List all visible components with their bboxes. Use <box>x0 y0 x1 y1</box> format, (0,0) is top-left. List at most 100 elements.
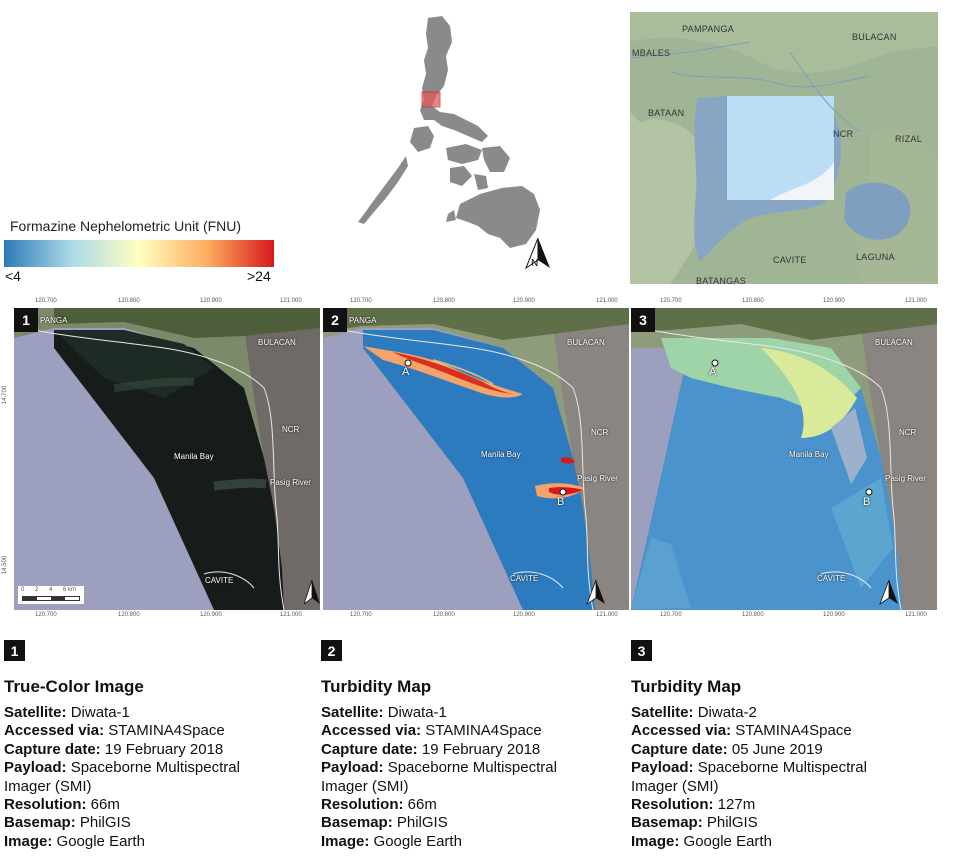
inset-label-bulacan: BULACAN <box>852 32 897 42</box>
caption-row: Basemap: PhilGIS <box>631 814 758 832</box>
caption-row: Image: Google Earth <box>4 832 145 850</box>
inset-label-rizal: RIZAL <box>895 134 923 144</box>
tick-bottom-2c: 120.900 <box>513 612 535 618</box>
caption-title: True-Color Image <box>4 677 144 696</box>
scale-label: 4 <box>49 587 53 593</box>
caption-details: Satellite: Diwata-2 Accessed via: STAMIN… <box>631 704 911 851</box>
map-label-bulacan: BULACAN <box>567 338 605 347</box>
caption-row: Resolution: 66m <box>4 796 120 814</box>
tick-bottom-3c: 120.900 <box>823 612 845 618</box>
caption-row: Payload: Spaceborne Multispectral Imager… <box>631 759 867 795</box>
inset-label-laguna: LAGUNA <box>856 252 895 262</box>
caption-row: Resolution: 66m <box>321 796 437 814</box>
tick-bottom-3d: 121.000 <box>905 612 927 618</box>
caption-badge: 2 <box>321 640 342 661</box>
tick-bottom-1a: 120.700 <box>35 612 57 618</box>
point-b-label: B <box>863 496 871 508</box>
map-label-ncr: NCR <box>282 425 300 434</box>
tick-top-2a: 120.700 <box>350 298 372 304</box>
map-label-ncr: NCR <box>591 428 609 437</box>
north-arrow-icon <box>524 237 550 270</box>
caption-row: Accessed via: STAMINA4Space <box>4 722 225 740</box>
caption-row: Resolution: 127m <box>631 796 756 814</box>
point-a-label: A <box>402 366 410 378</box>
caption-details: Satellite: Diwata-1 Accessed via: STAMIN… <box>4 704 284 851</box>
map-label-manila-bay: Manila Bay <box>789 450 829 459</box>
caption-row: Accessed via: STAMINA4Space <box>631 722 852 740</box>
caption-details: Satellite: Diwata-1 Accessed via: STAMIN… <box>321 704 601 851</box>
legend-color-bar <box>4 240 274 267</box>
caption-title: Turbidity Map <box>321 677 432 696</box>
tick-bottom-1d: 121.000 <box>280 612 302 618</box>
tick-top-1d: 121.000 <box>280 298 302 304</box>
inset-label-cavite: CAVITE <box>773 255 807 265</box>
tick-bottom-2a: 120.700 <box>350 612 372 618</box>
manila-bay-inset-map: PAMPANGA BULACAN MBALES BATAAN NCR RIZAL… <box>630 12 938 284</box>
caption-row: Capture date: 05 June 2019 <box>631 740 823 758</box>
north-arrow-icon <box>879 579 898 606</box>
tick-top-3a: 120.700 <box>660 298 682 304</box>
map-label-pasig-river: Pasig River <box>885 474 926 483</box>
map-label-pampanga: PANGA <box>349 316 377 325</box>
tick-top-2c: 120.900 <box>513 298 535 304</box>
caption-row: Satellite: Diwata-2 <box>631 704 757 721</box>
map-label-manila-bay: Manila Bay <box>481 450 521 459</box>
map-label-cavite: CAVITE <box>205 576 234 585</box>
map-label-cavite: CAVITE <box>510 574 539 583</box>
point-a-label: A <box>709 366 717 378</box>
panel-badge: 2 <box>323 308 347 332</box>
inset-label-zambales: MBALES <box>632 48 671 58</box>
scale-bar: 0 2 4 6 km <box>18 586 84 604</box>
point-b-label: B <box>557 496 565 508</box>
caption-3: 3 Turbidity Map Satellite: Diwata-2 Acce… <box>631 640 911 851</box>
map-label-ncr: NCR <box>899 428 917 437</box>
caption-badge: 1 <box>4 640 25 661</box>
caption-row: Payload: Spaceborne Multispectral Imager… <box>321 759 557 795</box>
inset-label-pampanga: PAMPANGA <box>682 24 735 34</box>
caption-row: Image: Google Earth <box>631 832 772 850</box>
tick-top-3b: 120.800 <box>742 298 764 304</box>
caption-row: Accessed via: STAMINA4Space <box>321 722 542 740</box>
caption-2: 2 Turbidity Map Satellite: Diwata-1 Acce… <box>321 640 601 851</box>
tick-top-1c: 120.900 <box>200 298 222 304</box>
tick-top-3c: 120.900 <box>823 298 845 304</box>
legend-title: Formazine Nephelometric Unit (FNU) <box>10 218 242 234</box>
map-label-cavite: CAVITE <box>817 574 846 583</box>
tick-bottom-3a: 120.700 <box>660 612 682 618</box>
map-label-pasig-river: Pasig River <box>270 478 311 487</box>
caption-row: Image: Google Earth <box>321 832 462 850</box>
inset-label-batangas: BATANGAS <box>696 276 747 284</box>
tick-left-upper: 14.700 <box>2 385 9 405</box>
caption-row: Capture date: 19 February 2018 <box>4 740 224 758</box>
tick-bottom-3b: 120.800 <box>742 612 764 618</box>
panel-turbidity-diwata1: 2 PANGA BULACAN NCR Manila Bay Pasig Riv… <box>323 308 629 610</box>
panel-true-color: 1 PANGA BULACAN NCR Manila Bay Pasig Riv… <box>14 308 320 610</box>
map-label-pasig-river: Pasig River <box>577 474 618 483</box>
caption-1: 1 True-Color Image Satellite: Diwata-1 A… <box>4 640 284 851</box>
inset-label-bataan: BATAAN <box>648 108 685 118</box>
tick-left-lower: 14.500 <box>2 555 9 575</box>
map-label-bulacan: BULACAN <box>875 338 913 347</box>
panel-badge: 1 <box>14 308 38 332</box>
north-arrow-icon <box>304 579 320 605</box>
tick-top-2b: 120.800 <box>433 298 455 304</box>
panel-badge: 3 <box>631 308 655 332</box>
caption-badge: 3 <box>631 640 652 661</box>
legend-min-label: <4 <box>5 268 21 284</box>
caption-row: Capture date: 19 February 2018 <box>321 740 541 758</box>
caption-row: Basemap: PhilGIS <box>321 814 448 832</box>
caption-title: Turbidity Map <box>631 677 742 696</box>
tick-top-1b: 120.800 <box>118 298 140 304</box>
tick-bottom-2b: 120.800 <box>433 612 455 618</box>
tick-bottom-1b: 120.800 <box>118 612 140 618</box>
scale-label: 0 <box>21 587 25 593</box>
map-label-manila-bay: Manila Bay <box>174 452 214 461</box>
scale-label: 2 <box>35 587 39 593</box>
tick-top-1a: 120.700 <box>35 298 57 304</box>
caption-row: Satellite: Diwata-1 <box>4 704 130 721</box>
panel-turbidity-diwata2: 3 BULACAN NCR Manila Bay Pasig River CAV… <box>631 308 937 610</box>
north-arrow-icon <box>586 579 605 606</box>
tick-bottom-1c: 120.900 <box>200 612 222 618</box>
caption-row: Basemap: PhilGIS <box>4 814 131 832</box>
north-label: N <box>531 258 538 269</box>
